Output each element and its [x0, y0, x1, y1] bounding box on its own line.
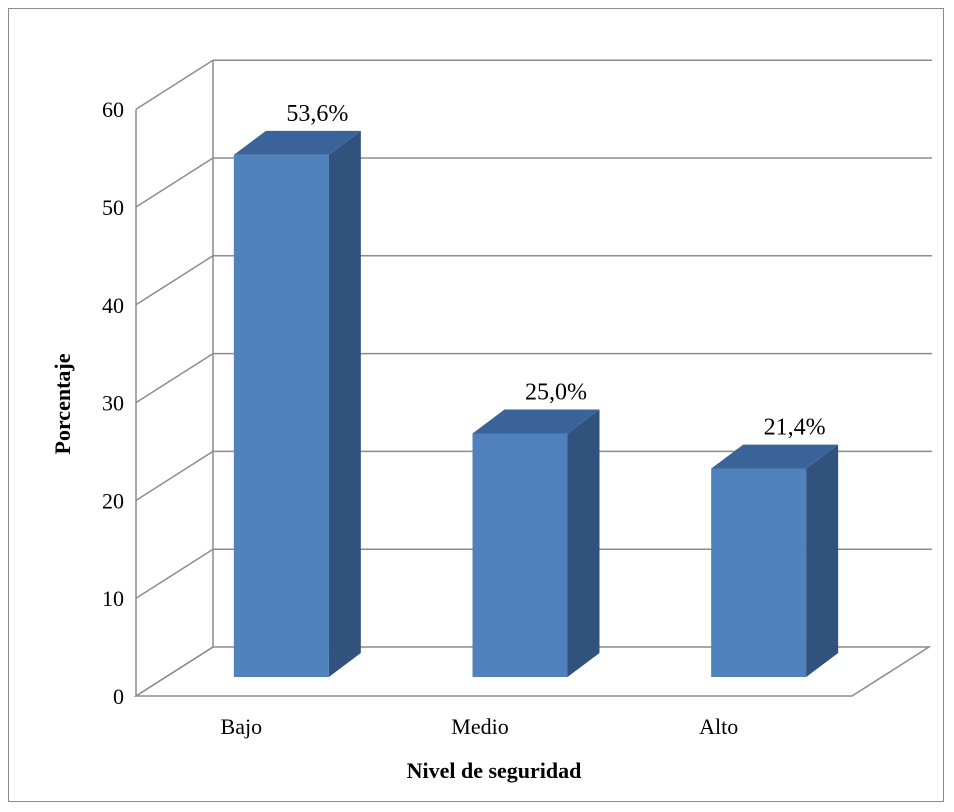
y-tick-label: 30: [102, 391, 124, 416]
y-tick-label: 10: [102, 586, 124, 611]
gridline-side: [135, 450, 214, 502]
gridline-side: [135, 548, 214, 599]
bars: [233, 130, 839, 677]
y-tick-label: 20: [102, 488, 124, 513]
gridline-side: [135, 352, 214, 404]
bar-side: [328, 130, 361, 677]
gridline-side: [135, 157, 214, 208]
bar-top: [711, 444, 839, 469]
data-label: 25,0%: [525, 380, 587, 406]
bar-front: [472, 433, 568, 677]
x-tick-label: Alto: [699, 714, 738, 739]
labels: 0 10 20 30 40 50 60 53,6% Bajo 25,0% Medio 21,4% Alt…: [102, 97, 826, 739]
x-tick-label: Bajo: [221, 714, 263, 739]
bar-side: [806, 444, 839, 677]
bar-front: [233, 154, 329, 677]
bar-front: [711, 468, 807, 677]
data-label: 53,6%: [286, 101, 348, 127]
y-axis-title: Porcentaje: [50, 353, 75, 454]
chart-floor: [133, 646, 932, 697]
y-tick-label: 60: [102, 97, 124, 122]
bar-top: [233, 130, 361, 155]
y-tick-label: 0: [113, 684, 124, 709]
bar-top: [472, 409, 600, 434]
data-label: 21,4%: [764, 415, 826, 441]
x-axis-title: Nivel de seguridad: [407, 758, 582, 783]
x-tick-label: Medio: [451, 714, 508, 739]
gridline-side: [135, 59, 214, 110]
axes: [133, 60, 932, 697]
gridline-side: [135, 255, 214, 306]
y-tick-label: 50: [102, 195, 124, 220]
chart-frame: [8, 8, 944, 802]
y-tick-label: 40: [102, 293, 124, 318]
bar-side: [567, 409, 600, 677]
